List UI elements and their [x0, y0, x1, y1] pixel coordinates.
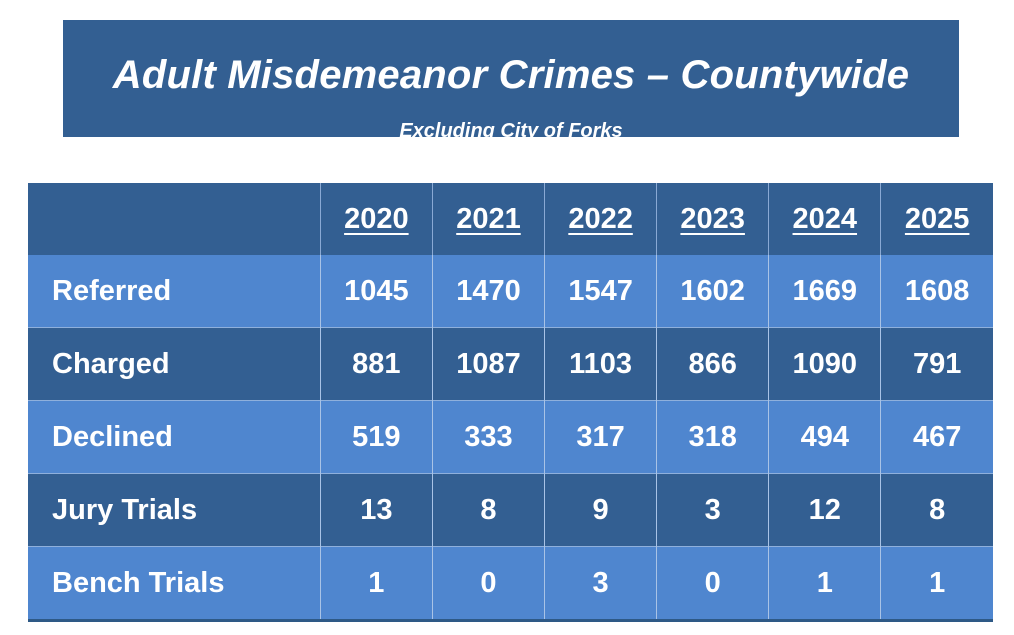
table-cell: 1103: [544, 327, 658, 401]
table-cell: 3: [656, 473, 770, 547]
table-cell: 3: [544, 546, 658, 621]
table-cell: 0: [432, 546, 546, 621]
table-header-row: 2020 2021 2022 2023 2024 2025: [28, 183, 993, 255]
table-cell: 1045: [320, 255, 433, 328]
header-year-cell: 2024: [768, 183, 882, 255]
table-row-jury-trials: Jury Trials 13 8 9 3 12 8: [28, 473, 993, 547]
table-cell: 317: [544, 400, 658, 474]
table-cell: 8: [929, 493, 946, 526]
header-year-cell: 2023: [656, 183, 770, 255]
row-label: Referred: [28, 255, 321, 328]
table-cell: 1: [929, 566, 946, 599]
table-cell: 318: [656, 400, 770, 474]
page-title: Adult Misdemeanor Crimes – Countywide: [112, 53, 910, 97]
table-cell: 1090: [768, 327, 882, 401]
header-year-cell: 2020: [320, 183, 433, 255]
table-cell: 0: [656, 546, 770, 621]
table-row-bench-trials: Bench Trials 1 0 3 0 1 1: [28, 546, 993, 621]
table-cell: 494: [768, 400, 882, 474]
table-cell: 467: [912, 420, 962, 453]
table-cell: 12: [768, 473, 882, 547]
table-cell: 866: [656, 327, 770, 401]
table-cell: 791: [912, 347, 962, 380]
row-label: Declined: [28, 400, 321, 474]
header-year-cell: 2025: [904, 202, 970, 235]
table-cell: 881: [320, 327, 433, 401]
title-banner: Adult Misdemeanor Crimes – Countywide Ex…: [63, 20, 959, 142]
header-corner-cell: [28, 183, 321, 255]
table-cell: 13: [320, 473, 433, 547]
table-cell: 333: [432, 400, 546, 474]
table-cell: 1547: [544, 255, 658, 328]
crime-statistics-table: 2020 2021 2022 2023 2024 2025 Referred 1…: [28, 183, 993, 622]
table-row-charged: Charged 881 1087 1103 866 1090 791: [28, 327, 993, 401]
table-cell: 1470: [432, 255, 546, 328]
header-year-cell: 2021: [432, 183, 546, 255]
row-label: Bench Trials: [28, 546, 321, 621]
table-cell: 1669: [768, 255, 882, 328]
table-cell: 1087: [432, 327, 546, 401]
table-cell: 519: [320, 400, 433, 474]
table-cell: 1608: [904, 274, 970, 307]
table-cell: 1: [320, 546, 433, 621]
header-year-cell: 2022: [544, 183, 658, 255]
table-cell: 8: [432, 473, 546, 547]
table-cell: 1: [768, 546, 882, 621]
table-row-referred: Referred 1045 1470 1547 1602 1669 1608: [28, 255, 993, 328]
row-label: Jury Trials: [28, 473, 321, 547]
row-label: Charged: [28, 327, 321, 401]
table-cell: 9: [544, 473, 658, 547]
table-row-declined: Declined 519 333 317 318 494 467: [28, 400, 993, 474]
page-subtitle: Excluding City of Forks: [399, 120, 623, 142]
table-cell: 1602: [656, 255, 770, 328]
